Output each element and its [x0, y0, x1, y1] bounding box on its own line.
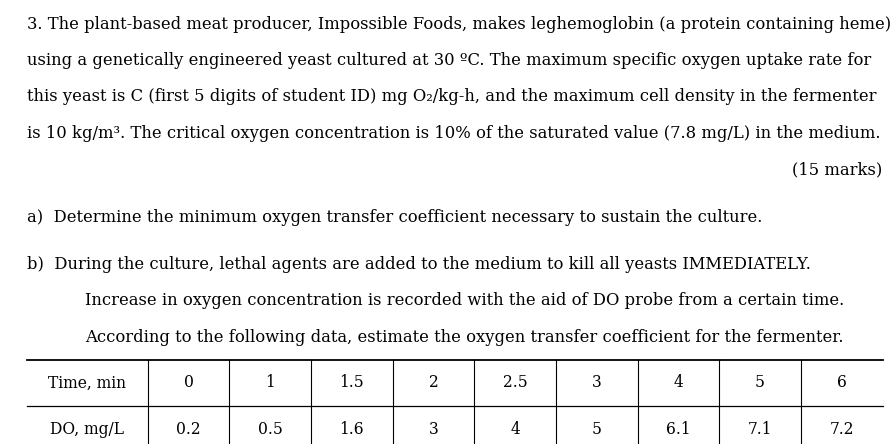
Text: is 10 kg/m³. The critical oxygen concentration is 10% of the saturated value (7.: is 10 kg/m³. The critical oxygen concent… [27, 125, 881, 142]
Text: 6.1: 6.1 [666, 421, 691, 438]
Text: a)  Determine the minimum oxygen transfer coefficient necessary to sustain the c: a) Determine the minimum oxygen transfer… [27, 209, 762, 226]
Text: 1.5: 1.5 [340, 374, 365, 392]
Text: 2: 2 [428, 374, 438, 392]
Text: DO, mg/L: DO, mg/L [50, 421, 125, 438]
Text: Time, min: Time, min [48, 374, 126, 392]
Text: 7.2: 7.2 [830, 421, 854, 438]
Text: Increase in oxygen concentration is recorded with the aid of DO probe from a cer: Increase in oxygen concentration is reco… [85, 292, 844, 309]
Text: (15 marks): (15 marks) [792, 161, 883, 178]
Text: 3: 3 [428, 421, 438, 438]
Text: 2.5: 2.5 [503, 374, 528, 392]
Text: According to the following data, estimate the oxygen transfer coefficient for th: According to the following data, estimat… [85, 329, 844, 345]
Text: 0.2: 0.2 [177, 421, 201, 438]
Text: 1.6: 1.6 [340, 421, 365, 438]
Text: 1: 1 [265, 374, 275, 392]
Text: 5: 5 [592, 421, 602, 438]
Text: 3. The plant-based meat producer, Impossible Foods, makes leghemoglobin (a prote: 3. The plant-based meat producer, Imposs… [27, 16, 891, 32]
Text: 5: 5 [755, 374, 765, 392]
Text: using a genetically engineered yeast cultured at 30 ºC. The maximum specific oxy: using a genetically engineered yeast cul… [27, 52, 871, 69]
Text: b)  During the culture, lethal agents are added to the medium to kill all yeasts: b) During the culture, lethal agents are… [27, 256, 811, 273]
Text: 6: 6 [837, 374, 847, 392]
Text: 0: 0 [184, 374, 194, 392]
Text: 0.5: 0.5 [258, 421, 283, 438]
Text: 3: 3 [592, 374, 602, 392]
Text: 4: 4 [674, 374, 684, 392]
Text: 7.1: 7.1 [748, 421, 772, 438]
Text: this yeast is C (first 5 digits of student ID) mg O₂/kg-h, and the maximum cell : this yeast is C (first 5 digits of stude… [27, 88, 876, 105]
Text: 4: 4 [511, 421, 520, 438]
